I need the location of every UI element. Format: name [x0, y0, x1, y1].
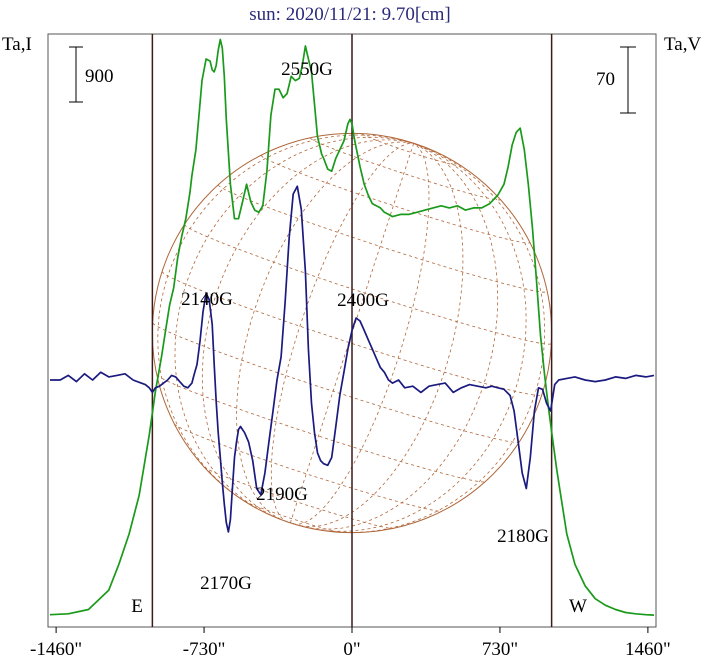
meridian-line: [292, 143, 430, 525]
polarization-series-line: [50, 185, 655, 533]
left-scale-bar: 900: [69, 46, 114, 103]
parallel-line: [152, 322, 520, 443]
intensity-series-line: [49, 38, 655, 616]
right-scale-label: 70: [596, 69, 615, 90]
meridian-line: [270, 142, 414, 523]
annotation-label: 2550G: [281, 59, 333, 80]
parallel-line: [184, 224, 552, 345]
x-tick-label: -730": [183, 639, 226, 660]
right-scale-bar: 70: [596, 46, 636, 114]
annotation-label: 2180G: [497, 526, 549, 547]
meridian-line: [304, 143, 499, 530]
limb-label: W: [569, 596, 587, 617]
chart-title: sun: 2020/11/21: 9.70[cm]: [249, 4, 450, 25]
annotation-label: 2190G: [256, 484, 308, 505]
meridian-line: [201, 139, 414, 519]
x-tick-label: 730": [482, 639, 518, 660]
series-group: [49, 38, 655, 616]
annotations: 2140G 2170G 2190G 2550G 2400G 2180G: [181, 59, 549, 594]
x-tick-label: 0": [343, 639, 360, 660]
left-scale-label: 900: [85, 66, 114, 87]
annotation-label: 2170G: [200, 573, 252, 594]
meridian-line: [300, 143, 464, 528]
parallel-line: [218, 184, 548, 293]
parallel-line: [173, 423, 443, 512]
limb-label: E: [131, 596, 143, 617]
annotation-label: 2400G: [337, 290, 389, 311]
meridian-line: [307, 143, 527, 532]
parallel-line: [362, 133, 461, 167]
left-axis-label: Ta,I: [2, 34, 32, 55]
x-axis-ticks: -1460" -730" 0" 730" 1460": [30, 627, 671, 660]
meridian-line: [174, 136, 414, 517]
parallel-line: [244, 500, 341, 533]
parallel-line: [260, 155, 531, 244]
right-axis-label: Ta,V: [664, 34, 701, 55]
parallel-line: [203, 466, 393, 529]
parallel-line: [156, 374, 486, 483]
x-tick-label: -1460": [30, 639, 82, 660]
x-tick-label: 1460": [625, 639, 671, 660]
annotation-label: 2140G: [181, 289, 233, 310]
meridian-line: [157, 134, 414, 507]
meridian-line: [329, 143, 546, 533]
parallel-line: [310, 137, 501, 201]
